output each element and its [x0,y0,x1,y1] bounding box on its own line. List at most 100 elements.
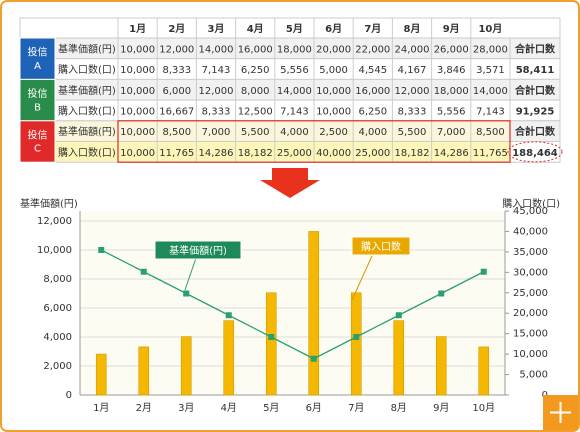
cell: 5,556 [437,106,466,117]
down-arrow [260,168,320,198]
summary: 合計口数 [514,125,556,138]
cell: 18,182 [238,148,273,159]
summary: 合計口数 [514,84,556,97]
cell: 24,000 [395,44,430,55]
column-header: 6月 [325,23,342,35]
bar [435,336,447,396]
line [100,249,485,360]
column-header: 2月 [168,23,185,35]
cell: 2,500 [319,127,348,138]
cell: 11,765 [473,148,508,159]
line-marker [268,334,275,340]
cell: 14,286 [434,148,469,159]
x-tick-label: 10月 [472,402,495,414]
column-header: 10月 [478,23,502,35]
fund-id: B [34,102,41,113]
plot-area [80,211,505,395]
fund-name: 投信 [28,128,48,141]
bar [223,320,235,396]
cell: 14,000 [473,86,508,97]
cell: 7,143 [280,106,309,117]
y2-tick-label: 25,000 [513,288,548,299]
y-tick-label: 10,000 [37,245,72,256]
line-marker [353,334,360,340]
y-tick-label: 12,000 [37,216,72,227]
cell: 5,556 [280,65,309,76]
x-tick-label: 1月 [93,402,109,414]
x-tick-label: 6月 [306,402,322,414]
fund-id: A [34,61,41,72]
cell: 18,000 [434,86,469,97]
cell: 11,765 [159,148,194,159]
summary: 91,925 [516,106,555,117]
x-tick-label: 2月 [136,402,152,414]
y2-tick-label: 5,000 [519,370,548,381]
cell: 18,000 [277,44,312,55]
highlight-box [117,120,511,163]
y-axis-label: 基準価額(円) [20,197,78,210]
y2-tick-label: 30,000 [513,267,548,278]
column-header: 9月 [443,23,460,35]
bar [393,320,405,396]
bar [180,336,192,396]
cell: 16,667 [159,106,194,117]
cell: 8,000 [241,86,270,97]
y2-tick-label: 35,000 [513,247,548,258]
column-header: 1月 [129,23,146,35]
y-tick-label: 6,000 [43,303,72,314]
fund-id: C [34,144,41,155]
row-label: 基準価額(円) [58,84,116,97]
x-tick-label: 9月 [433,402,449,414]
cell: 4,167 [398,65,427,76]
summary: 合計口数 [514,42,556,55]
bar [265,292,277,396]
fund-name: 投信 [28,45,48,58]
bar [350,292,362,396]
cell: 16,000 [355,86,390,97]
column-header: 8月 [404,23,421,35]
legend-label: 購入口数 [361,240,401,253]
cell: 5,000 [319,65,348,76]
cell: 4,545 [358,65,387,76]
cell: 10,000 [120,86,155,97]
line-marker [480,268,487,275]
fund-label-bg [19,120,56,163]
cell: 28,000 [473,44,508,55]
cell: 5,500 [398,127,427,138]
cell: 7,143 [476,106,505,117]
fund-name: 投信 [28,87,48,100]
cell: 14,286 [199,148,234,159]
cell: 4,000 [280,127,309,138]
line-marker [438,290,445,297]
line-marker [98,247,105,253]
column-header: 4月 [247,23,264,35]
legend-box [154,240,242,260]
line-marker [140,268,147,275]
cell: 14,000 [277,86,312,97]
cell: 20,000 [316,44,351,55]
row-label: 基準価額(円) [58,42,116,55]
summary: 58,411 [516,65,555,76]
x-tick-label: 7月 [348,402,364,414]
row-label: 購入口数(口) [58,104,116,117]
cell: 8,500 [162,127,191,138]
x-tick-label: 4月 [221,402,237,414]
row-label: 購入口数(口) [58,146,116,159]
cell: 25,000 [355,148,390,159]
bar [138,346,150,396]
cell: 22,000 [355,44,390,55]
cell: 14,000 [199,44,234,55]
cell: 10,000 [316,106,351,117]
y-tick-label: 8,000 [43,274,72,285]
cell: 8,333 [202,106,231,117]
cell: 10,000 [120,65,155,76]
legend-label: 基準価額(円) [169,244,227,257]
cell: 18,182 [395,148,430,159]
x-tick-label: 8月 [391,402,407,414]
summary: 188,464 [512,148,558,159]
y2-tick-label: 15,000 [513,329,548,340]
cell: 10,000 [120,106,155,117]
cell: 10,000 [120,148,155,159]
callout-leader [351,255,373,301]
